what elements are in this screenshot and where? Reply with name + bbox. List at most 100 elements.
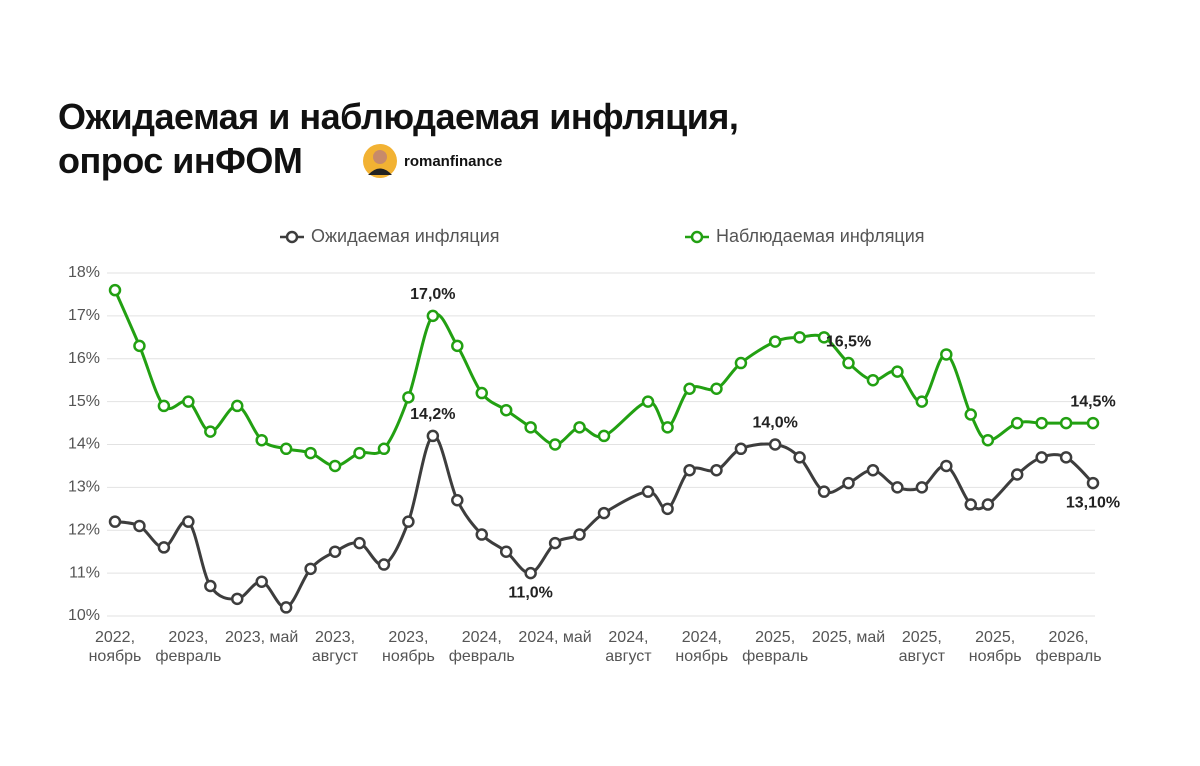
point: [1010, 468, 1024, 481]
point: [597, 429, 611, 443]
y-tick-label: 11%: [69, 564, 100, 581]
data-label: 14,2%: [410, 406, 455, 423]
point: [182, 515, 195, 528]
point: [1035, 451, 1048, 464]
point: [157, 541, 171, 554]
y-tick-label: 10%: [68, 607, 100, 624]
legend-label: Наблюдаемая инфляция: [716, 226, 925, 246]
point: [734, 442, 748, 456]
x-tick-label: 2023, ноябрь: [381, 629, 435, 665]
point: [255, 433, 268, 447]
point: [353, 536, 366, 550]
data-label: 13,10%: [1066, 494, 1120, 511]
point: [573, 421, 586, 434]
point: [499, 403, 513, 417]
point: [402, 515, 415, 528]
point: [817, 485, 831, 498]
chart-title: Ожидаемая и наблюдаемая инфляция,: [58, 96, 739, 137]
point: [842, 476, 855, 490]
x-tick-label: 2025, ноябрь: [968, 629, 1022, 665]
point: [426, 309, 440, 323]
point: [279, 601, 293, 614]
point: [402, 391, 415, 404]
y-tick-label: 18%: [68, 264, 100, 281]
point: [353, 446, 366, 460]
y-tick-label: 17%: [68, 307, 100, 324]
point: [964, 498, 977, 511]
point: [891, 481, 904, 494]
point: [548, 438, 562, 451]
point: [255, 575, 268, 588]
series-line: [113, 289, 1093, 468]
point: [891, 365, 904, 378]
point: [981, 433, 995, 447]
point: [328, 545, 342, 558]
point: [108, 283, 122, 297]
point: [573, 528, 586, 541]
point: [981, 498, 995, 511]
point: [1010, 416, 1024, 430]
point: [133, 519, 146, 533]
point: [793, 331, 806, 344]
point: [304, 446, 317, 460]
point: [915, 481, 929, 494]
y-tick-label: 14%: [68, 436, 100, 453]
point: [524, 421, 537, 434]
series-line: [114, 434, 1095, 609]
avatar-body: [368, 168, 392, 175]
x-tick-label: 2025, февраль: [742, 629, 809, 665]
point: [304, 562, 317, 576]
x-tick-label: 2023, август: [311, 629, 359, 665]
point: [940, 459, 953, 473]
point: [548, 536, 562, 550]
point: [842, 356, 855, 370]
point: [866, 373, 880, 387]
point: [641, 485, 655, 498]
x-tick-label: 2023, май: [225, 629, 299, 646]
x-tick-label: 2026, февраль: [1035, 629, 1102, 665]
point: [940, 348, 953, 361]
author-name: romanfinance: [404, 153, 502, 170]
point: [793, 451, 806, 464]
data-label: 14,5%: [1070, 393, 1115, 410]
x-tick-label: 2025, май: [811, 629, 886, 646]
point: [377, 558, 391, 571]
point: [661, 421, 674, 434]
point: [597, 506, 611, 520]
data-label: 16,5%: [826, 333, 871, 350]
point: [499, 545, 513, 558]
y-tick-label: 16%: [68, 350, 100, 367]
point: [661, 502, 674, 516]
point: [710, 382, 723, 396]
point: [377, 442, 391, 456]
point: [231, 399, 244, 413]
x-tick-label: 2022, ноябрь: [88, 629, 142, 665]
data-label: 17,0%: [410, 286, 455, 303]
point: [451, 493, 464, 507]
point: [426, 429, 440, 443]
point: [133, 339, 146, 353]
x-tick-label: 2024, май: [518, 629, 592, 646]
point: [475, 528, 488, 541]
point: [768, 335, 782, 348]
point: [279, 442, 293, 456]
point: [768, 438, 782, 451]
x-tick-label: 2024, февраль: [448, 629, 515, 665]
point: [451, 339, 464, 353]
data-label: 11,0%: [508, 584, 552, 601]
point: [204, 425, 217, 438]
data-label: 14,0%: [752, 415, 797, 432]
point: [1059, 416, 1073, 430]
avatar-face: [373, 150, 387, 164]
point: [231, 592, 244, 606]
point: [734, 356, 748, 370]
y-tick-label: 12%: [68, 521, 100, 538]
legend-marker: [285, 230, 299, 244]
point: [204, 579, 217, 593]
point: [710, 463, 723, 477]
point: [964, 408, 977, 421]
chart-title: опрос инФОМ: [58, 140, 303, 181]
point: [683, 463, 696, 477]
